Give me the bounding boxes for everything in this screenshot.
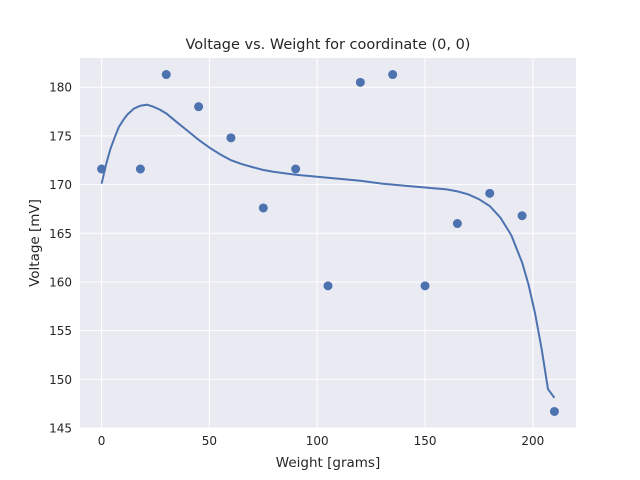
plot-background (80, 58, 576, 428)
data-point (97, 164, 107, 174)
data-point (420, 281, 430, 291)
y-tick-label: 180 (49, 81, 72, 95)
y-tick-label: 160 (49, 275, 72, 289)
data-point (194, 102, 204, 112)
x-tick-label: 150 (414, 434, 437, 448)
x-tick-label: 50 (202, 434, 217, 448)
y-tick-label: 165 (49, 227, 72, 241)
grid-lines (80, 58, 576, 429)
data-point (485, 188, 495, 198)
y-tick-label: 170 (49, 178, 72, 192)
fit-line-group (100, 103, 556, 399)
x-tick-label: 0 (98, 434, 106, 448)
y-tick-label: 155 (49, 324, 72, 338)
data-point (135, 164, 145, 174)
y-tick-labels: 145 150 155 160 165 170 175 180 (49, 81, 72, 436)
data-point (549, 406, 559, 416)
y-tick-label: 175 (49, 129, 72, 143)
data-point (323, 281, 333, 291)
data-point (291, 164, 301, 174)
y-tick-label: 150 (49, 373, 72, 387)
x-tick-label: 100 (306, 434, 329, 448)
x-axis-label: Weight [grams] (276, 455, 380, 471)
data-point (258, 203, 268, 213)
y-tick-label: 145 (49, 422, 72, 436)
x-tick-label: 200 (521, 434, 544, 448)
data-point (161, 70, 171, 80)
data-points (97, 70, 559, 416)
data-point (355, 77, 365, 87)
y-axis-label: Voltage [mV] (27, 199, 43, 287)
data-point (388, 70, 398, 80)
data-point (517, 211, 527, 221)
chart-title: Voltage vs. Weight for coordinate (0, 0) (186, 37, 471, 53)
data-point (452, 219, 462, 229)
fit-line (100, 103, 556, 399)
x-tick-labels: 0 50 100 150 200 (98, 434, 545, 448)
data-point (226, 133, 236, 143)
